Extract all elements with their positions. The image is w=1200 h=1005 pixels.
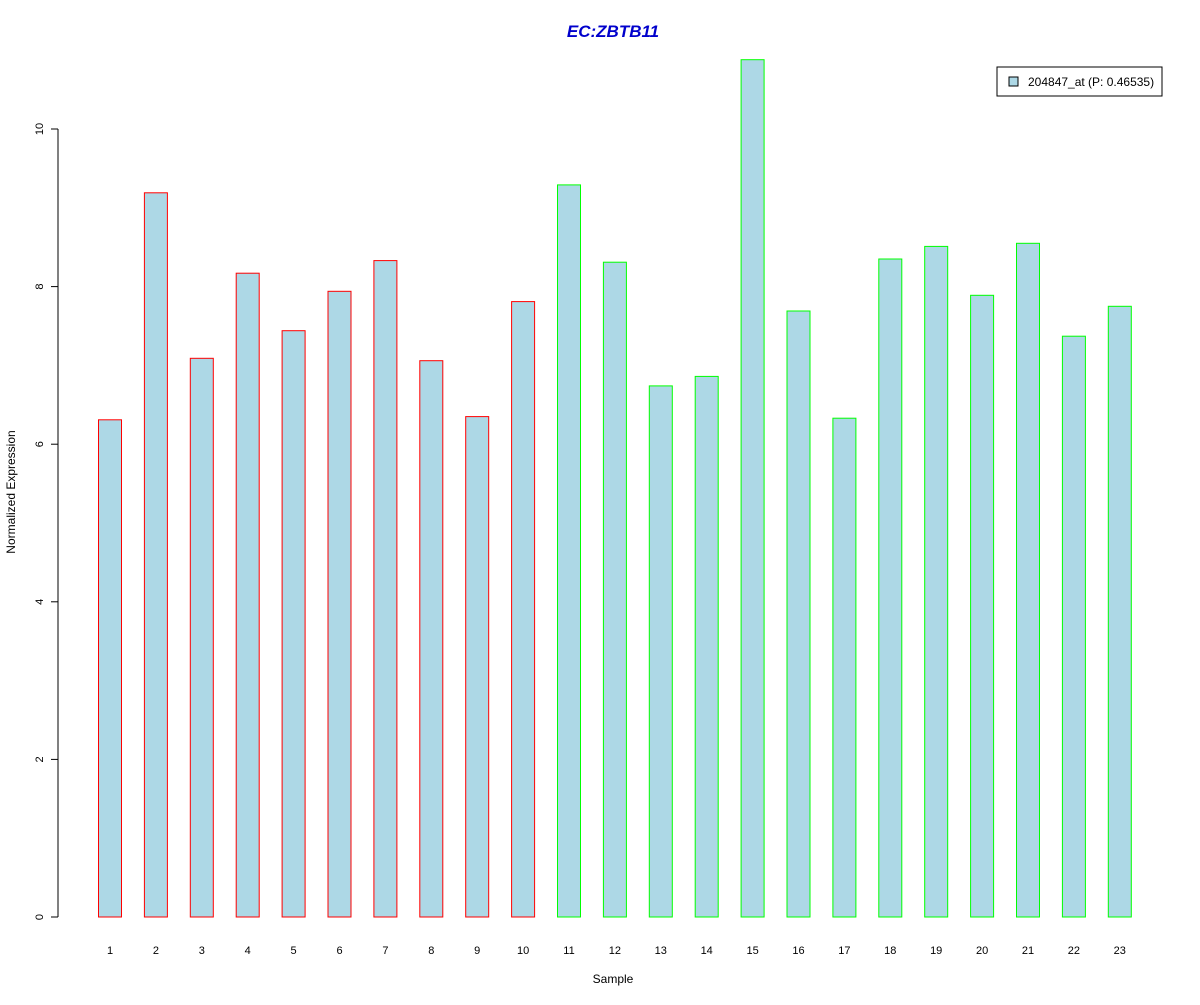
bar-sample-18: [878, 258, 903, 918]
x-tick-label: 2: [153, 945, 159, 957]
x-tick-label: 8: [428, 945, 434, 957]
x-tick-label: 9: [474, 945, 480, 957]
bar-sample-16: [786, 310, 811, 918]
x-tick-label: 10: [517, 945, 529, 957]
bar-sample-23: [1107, 305, 1132, 918]
bar-sample-11: [557, 184, 581, 918]
y-tick-label: 6: [34, 441, 46, 447]
x-tick-label: 15: [746, 945, 758, 957]
bar-sample-10: [511, 301, 536, 918]
y-tick-label: 2: [34, 756, 46, 762]
bar-sample-15: [740, 59, 765, 918]
x-tick-label: 3: [199, 945, 205, 957]
x-tick-label: 16: [792, 945, 804, 957]
y-tick-label: 0: [34, 914, 46, 920]
bar-sample-13: [648, 385, 673, 918]
y-tick-label: 10: [34, 123, 46, 135]
legend-box: [996, 66, 1163, 97]
bar-sample-4: [235, 272, 260, 918]
bar-sample-2: [143, 192, 168, 918]
x-tick-label: 14: [701, 945, 713, 957]
legend-label: 204847_at (P: 0.46535): [1028, 75, 1154, 89]
x-tick-label: 17: [838, 945, 850, 957]
x-tick-label: 22: [1068, 945, 1080, 957]
x-tick-label: 23: [1114, 945, 1126, 957]
bar-sample-8: [419, 360, 444, 918]
x-tick-label: 12: [609, 945, 621, 957]
x-tick-label: 20: [976, 945, 988, 957]
x-tick-label: 18: [884, 945, 896, 957]
bar-sample-19: [924, 245, 949, 918]
bar-sample-20: [970, 294, 995, 918]
chart-title: EC:ZBTB11: [567, 22, 659, 41]
x-tick-label: 4: [245, 945, 251, 957]
x-tick-label: 7: [382, 945, 388, 957]
x-tick-labels: 1 2 3 4 5 6 7 8 9 10 11 12 13 14 15 16 17 18 19 20 21 22 23: [107, 945, 1126, 957]
x-tick-label: 19: [930, 945, 942, 957]
x-tick-label: 1: [107, 945, 113, 957]
legend-swatch: [1008, 76, 1019, 87]
bar-sample-12: [602, 261, 627, 918]
bar-sample-14: [694, 375, 719, 918]
x-tick-label: 21: [1022, 945, 1034, 957]
bars-group: [98, 59, 1132, 918]
y-tick-label: 8: [34, 284, 46, 290]
bar-sample-21: [1016, 242, 1040, 918]
bar-sample-1: [98, 419, 122, 918]
bar-sample-5: [281, 330, 306, 918]
x-tick-label: 6: [336, 945, 342, 957]
x-tick-label: 5: [291, 945, 297, 957]
y-axis: 0 2 4 6 8 10: [34, 123, 59, 920]
x-tick-label: 13: [655, 945, 667, 957]
legend: 204847_at (P: 0.46535): [996, 66, 1163, 97]
bar-sample-22: [1061, 335, 1086, 918]
y-axis-label: Normalized Expression: [4, 430, 18, 553]
bar-sample-3: [189, 357, 214, 918]
bar-sample-9: [465, 416, 490, 918]
x-tick-label: 11: [563, 945, 574, 957]
x-axis-label: Sample: [593, 972, 634, 986]
y-tick-label: 4: [34, 599, 46, 605]
bar-sample-7: [373, 260, 398, 918]
bar-sample-17: [832, 417, 857, 918]
bar-sample-6: [327, 290, 352, 918]
